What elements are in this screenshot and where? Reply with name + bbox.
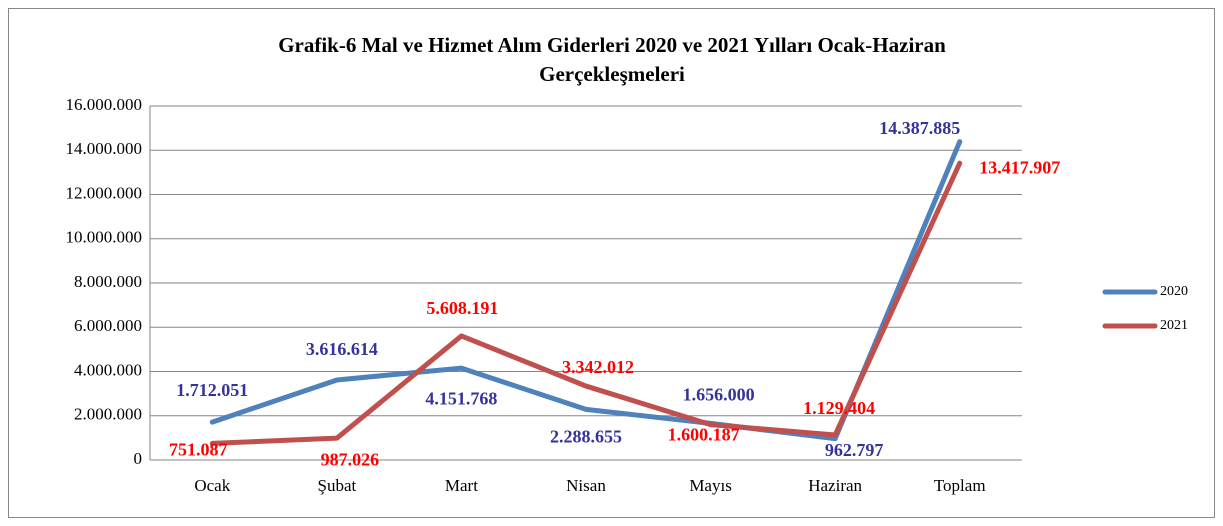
y-tick-label: 12.000.000 — [66, 183, 143, 202]
data-label: 13.417.907 — [979, 157, 1060, 177]
chart-frame — [8, 8, 1215, 518]
data-label: 5.608.191 — [426, 298, 498, 318]
x-tick-label: Toplam — [934, 476, 986, 495]
x-tick-label: Nisan — [566, 476, 606, 495]
data-label: 3.342.012 — [562, 357, 634, 377]
data-label: 4.151.768 — [425, 388, 497, 408]
x-tick-label: Ocak — [194, 476, 230, 495]
x-tick-label: Mayıs — [689, 476, 732, 495]
y-tick-label: 2.000.000 — [74, 405, 142, 424]
y-tick-label: 10.000.000 — [66, 228, 143, 247]
series-line — [209, 160, 963, 446]
legend-label: 2020 — [1160, 284, 1188, 299]
data-label: 987.026 — [321, 449, 380, 469]
y-tick-label: 8.000.000 — [74, 272, 142, 291]
data-label: 1.129.404 — [803, 398, 875, 418]
chart-title: Grafik-6 Mal ve Hizmet Alım Giderleri 20… — [278, 33, 946, 57]
y-tick-label: 16.000.000 — [66, 95, 143, 114]
data-label: 3.616.614 — [306, 339, 378, 359]
data-label: 1.712.051 — [176, 380, 248, 400]
data-label: 1.656.000 — [683, 384, 755, 404]
y-tick-label: 4.000.000 — [74, 360, 142, 379]
data-label: 2.288.655 — [550, 426, 622, 446]
x-tick-label: Haziran — [808, 476, 862, 495]
data-label: 14.387.885 — [879, 118, 960, 138]
x-tick-label: Mart — [445, 476, 478, 495]
x-tick-label: Şubat — [317, 476, 356, 495]
chart-title: Gerçekleşmeleri — [539, 62, 685, 86]
y-tick-label: 6.000.000 — [74, 316, 142, 335]
legend-label: 2021 — [1160, 318, 1188, 333]
data-label: 751.087 — [169, 440, 228, 460]
data-label: 1.600.187 — [668, 425, 740, 445]
series-line — [209, 139, 963, 442]
y-tick-label: 14.000.000 — [66, 139, 143, 158]
y-tick-label: 0 — [134, 449, 143, 468]
data-label: 962.797 — [825, 440, 884, 460]
